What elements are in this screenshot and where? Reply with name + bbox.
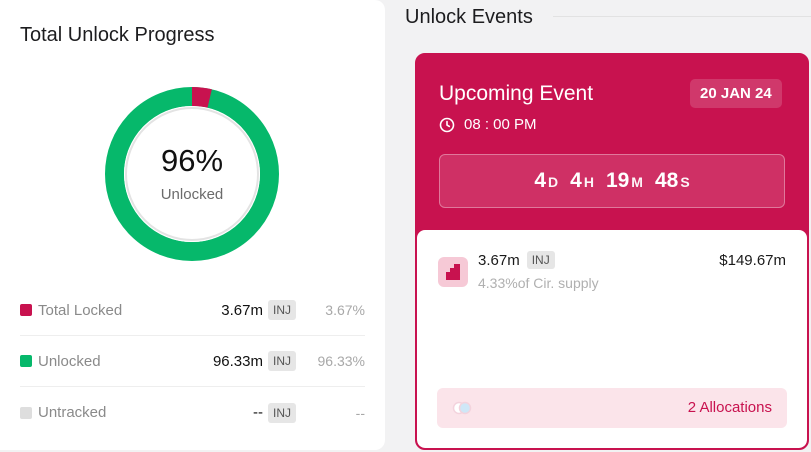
unlock-progress-donut: 96% Unlocked (104, 86, 280, 262)
countdown-hours-value: 4 (570, 169, 582, 192)
countdown-hours: 4 H (570, 169, 594, 193)
legend-name: Untracked (38, 404, 107, 421)
untracked-swatch (20, 406, 32, 419)
donut-locked-segment (105, 87, 279, 261)
event-allocation-panel: 3.67m INJ 4.33%of Cir. supply $149.67m 2… (417, 230, 807, 448)
token-badge: INJ (268, 351, 296, 371)
legend-percent: 3.67% (325, 302, 365, 318)
donut-center: 96% Unlocked (104, 86, 280, 262)
unlock-chart-icon (438, 257, 468, 287)
countdown-seconds-value: 48 (654, 169, 679, 192)
legend-name: Total Locked (38, 301, 123, 319)
allocations-count: 2 Allocations (687, 399, 772, 416)
clock-icon (439, 117, 455, 132)
countdown-minutes: 19 M (606, 169, 643, 193)
unlock-progress-card: Total Unlock Progress 96% Unlocked Total… (0, 0, 385, 450)
countdown-seconds: 48 S (655, 169, 690, 193)
countdown-days: 4 D (534, 169, 558, 193)
event-time: 08 : 00 PM (439, 116, 537, 133)
allocation-dots-icon (452, 401, 472, 415)
countdown-timer: 4 D 4 H 19 M 48 S (439, 154, 785, 208)
event-date-badge: 20 JAN 24 (690, 79, 782, 108)
legend-row-unlocked: Unlocked 96.33m INJ 96.33% (20, 336, 365, 387)
locked-swatch (20, 304, 32, 316)
legend-percent: -- (355, 404, 365, 421)
unlocked-swatch (20, 355, 32, 367)
donut-inner-ring-bg (124, 106, 260, 242)
legend-row-untracked: Untracked -- INJ -- (20, 387, 365, 438)
section-divider (553, 16, 811, 17)
allocation-amount: 3.67m INJ (478, 251, 555, 269)
donut-chart (105, 87, 279, 261)
event-time-text: 08 : 00 PM (464, 116, 537, 133)
countdown-minutes-value: 19 (605, 169, 630, 192)
unlock-legend: Total Locked 3.67m INJ 3.67% Unlocked 96… (20, 285, 365, 438)
donut-inner-ring (125, 107, 259, 241)
countdown-seconds-unit: S (680, 174, 690, 190)
legend-amount: -- (253, 404, 263, 421)
unlock-progress-title: Total Unlock Progress (20, 24, 215, 46)
legend-name: Unlocked (38, 352, 101, 370)
countdown-days-unit: D (548, 174, 559, 190)
allocation-amount-value: 3.67m (478, 251, 520, 269)
countdown-days-value: 4 (534, 169, 546, 192)
upcoming-event-card[interactable]: Upcoming Event 20 JAN 24 08 : 00 PM 4 D … (415, 53, 809, 450)
allocation-usd-value: $149.67m (719, 252, 786, 269)
legend-row-total-locked: Total Locked 3.67m INJ 3.67% (20, 285, 365, 336)
legend-amount: 3.67m (221, 301, 263, 319)
legend-amount: 96.33m (212, 352, 263, 370)
unlocked-percent: 96% (160, 143, 224, 178)
unlock-events-title: Unlock Events (405, 6, 533, 28)
token-badge: INJ (526, 251, 555, 269)
upcoming-event-title: Upcoming Event (439, 82, 594, 105)
allocations-button[interactable]: 2 Allocations (437, 388, 787, 428)
countdown-hours-unit: H (583, 174, 594, 190)
countdown-minutes-unit: M (631, 174, 643, 190)
supply-percent: 4.33%of Cir. supply (478, 275, 599, 291)
legend-percent: 96.33% (317, 353, 365, 369)
token-badge: INJ (268, 402, 296, 423)
unlocked-label: Unlocked (160, 186, 224, 203)
token-badge: INJ (268, 300, 296, 320)
